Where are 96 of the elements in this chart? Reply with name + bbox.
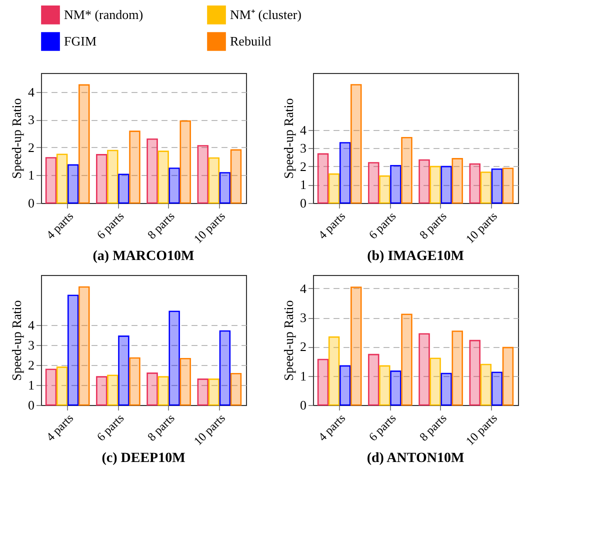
y-tick-label: 0 <box>28 196 34 210</box>
bar <box>339 365 351 406</box>
bar <box>390 370 402 406</box>
y-tick-label: 3 <box>300 310 306 326</box>
bar <box>146 138 158 204</box>
bar <box>491 168 503 204</box>
y-tick-label: 4 <box>300 280 307 296</box>
legend-label: NM⁺ (cluster) <box>230 6 302 22</box>
bar <box>67 164 79 204</box>
bar <box>480 364 492 406</box>
bar <box>480 172 492 204</box>
bar <box>491 372 503 406</box>
bar <box>328 173 340 204</box>
y-axis-title: Speed-up Ratio <box>9 300 24 381</box>
bar <box>430 358 441 406</box>
legend-label: NM* (random) <box>64 6 144 22</box>
y-tick-label: 0 <box>28 398 34 412</box>
bar <box>418 333 430 406</box>
bar <box>118 336 130 406</box>
bar <box>168 310 180 406</box>
bar <box>129 357 140 406</box>
bar <box>230 372 242 406</box>
bar <box>78 84 90 204</box>
bar <box>118 174 130 204</box>
bar <box>180 358 191 406</box>
bar <box>107 374 118 406</box>
bar <box>317 153 329 204</box>
bar <box>452 158 463 204</box>
legend-label: Rebuild <box>230 34 272 48</box>
y-tick-label: 1 <box>28 168 34 183</box>
bar <box>78 286 90 406</box>
y-tick-label: 2 <box>28 140 34 155</box>
bar <box>401 314 412 406</box>
bar <box>502 346 514 406</box>
bar <box>219 330 231 406</box>
bar <box>379 175 390 204</box>
bar <box>379 365 390 406</box>
y-tick-label: 0 <box>300 398 306 412</box>
bar <box>96 376 108 406</box>
bar <box>440 372 452 406</box>
y-tick-label: 1 <box>300 177 306 192</box>
bar <box>368 162 380 204</box>
text: (b) IMAGE10M <box>367 248 464 264</box>
legend-label: FGIM <box>64 34 97 48</box>
bar <box>45 368 57 406</box>
bar <box>368 354 380 406</box>
y-axis-title: Speed-up Ratio <box>9 98 24 179</box>
y-tick-label: 2 <box>300 158 306 174</box>
y-tick-label: 2 <box>300 339 306 354</box>
bar <box>230 149 242 204</box>
bar <box>67 294 79 406</box>
y-tick-label: 4 <box>28 84 35 100</box>
bar <box>440 166 452 204</box>
bar <box>502 168 514 204</box>
y-tick-label: 4 <box>28 318 35 332</box>
bar <box>317 358 329 406</box>
bar <box>418 159 430 204</box>
text: (c) DEEP10M <box>102 450 186 466</box>
y-tick-label: 1 <box>300 368 306 384</box>
text: (a) MARCO10M <box>92 248 194 264</box>
bar <box>158 376 169 406</box>
y-tick-label: 0 <box>300 196 306 210</box>
bar <box>180 120 191 204</box>
bar <box>197 145 208 204</box>
bar <box>390 165 402 204</box>
text: (d) ANTON10M <box>366 450 464 466</box>
bar <box>208 157 220 204</box>
bar <box>469 340 480 406</box>
bar <box>56 366 68 406</box>
y-tick-label: 3 <box>28 338 34 352</box>
bar <box>469 163 480 204</box>
bar <box>328 336 340 406</box>
bar <box>452 330 463 406</box>
bar <box>168 168 180 204</box>
bar <box>401 136 412 204</box>
bar <box>96 154 108 204</box>
y-tick-label: 4 <box>300 122 307 138</box>
bar <box>146 372 158 406</box>
bar <box>158 150 169 204</box>
y-axis-title: Speed-up Ratio <box>281 98 296 179</box>
bar <box>219 172 231 204</box>
y-tick-label: 2 <box>28 358 34 372</box>
bar <box>129 130 140 204</box>
bar <box>107 150 118 204</box>
y-tick-label: 1 <box>28 378 34 392</box>
bar <box>350 286 362 406</box>
bar <box>56 154 68 204</box>
y-tick-label: 3 <box>300 140 306 156</box>
bar <box>350 84 362 204</box>
bar <box>197 378 208 406</box>
bar <box>430 166 441 204</box>
bar <box>339 142 351 204</box>
bar <box>45 157 57 204</box>
bar <box>208 378 220 406</box>
y-axis-title: Speed-up Ratio <box>281 300 296 381</box>
y-tick-label: 3 <box>28 112 34 128</box>
